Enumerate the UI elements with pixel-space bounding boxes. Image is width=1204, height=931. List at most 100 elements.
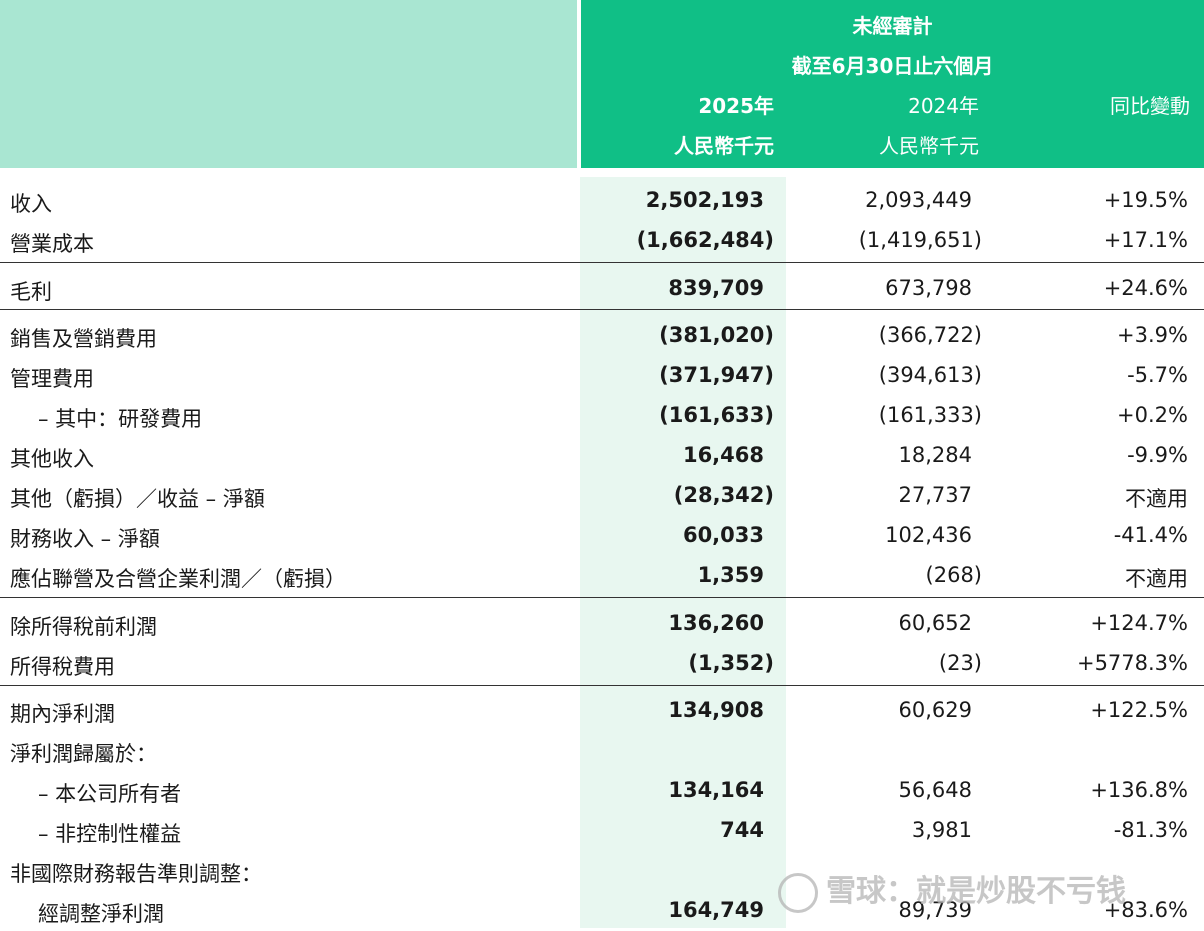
value-2024: (394,613)	[878, 363, 982, 387]
value-2025: 60,033	[682, 523, 764, 547]
value-2025: (381,020)	[659, 323, 774, 347]
value-2025: 839,709	[668, 276, 764, 300]
row-label: 期內淨利潤	[10, 702, 115, 726]
watermark: 雪球：就是炒股不亏钱	[778, 866, 1126, 913]
header-2024-year: 2024年	[908, 94, 979, 118]
value-2024: 2,093,449	[865, 188, 972, 212]
table-row: 管理費用 (371,947) (394,613) -5.7%	[0, 356, 1204, 396]
row-label: 營業成本	[10, 232, 94, 256]
header-right-panel: 未經審計 截至6月30日止六個月 2025年 人民幣千元 2024年 人民幣千元…	[581, 0, 1204, 168]
divider	[0, 262, 1204, 263]
value-yoy-change: +24.6%	[1103, 276, 1188, 300]
value-yoy-change: -81.3%	[1113, 818, 1188, 842]
header-2025-unit: 人民幣千元	[674, 134, 774, 158]
row-label: 經調整淨利潤	[38, 902, 164, 926]
value-2025: 134,908	[668, 698, 764, 722]
table-row: 非國際財務報告準則調整：	[0, 851, 1204, 891]
table-row: 除所得稅前利潤 136,260 60,652 +124.7%	[0, 604, 1204, 644]
row-label: 財務收入 – 淨額	[10, 527, 160, 551]
value-yoy-change: 不適用	[1125, 487, 1188, 511]
value-2025: 136,260	[668, 611, 764, 635]
value-2024: 673,798	[885, 276, 972, 300]
value-yoy-change: +19.5%	[1103, 188, 1188, 212]
value-2025: (28,342)	[673, 483, 774, 507]
row-label: 其他（虧損）／收益 – 淨額	[10, 487, 265, 511]
table-row: 銷售及營銷費用 (381,020) (366,722) +3.9%	[0, 316, 1204, 356]
divider	[0, 597, 1204, 598]
header-left-panel	[0, 0, 577, 168]
value-2024: 89,739	[898, 898, 972, 922]
value-yoy-change: +5778.3%	[1076, 651, 1188, 675]
table-row: 淨利潤歸屬於：	[0, 731, 1204, 771]
header-2024-unit: 人民幣千元	[879, 134, 979, 158]
table-row: 其他收入 16,468 18,284 -9.9%	[0, 436, 1204, 476]
row-label: 其他收入	[10, 447, 94, 471]
row-label: 管理費用	[10, 367, 94, 391]
current-year-column-band	[580, 177, 786, 928]
table-row: 應佔聯營及合營企業利潤／（虧損） 1,359 (268) 不適用	[0, 556, 1204, 596]
table-row: 財務收入 – 淨額 60,033 102,436 -41.4%	[0, 516, 1204, 556]
value-yoy-change: -5.7%	[1127, 363, 1188, 387]
value-2024: 27,737	[898, 483, 972, 507]
table-row: – 本公司所有者 134,164 56,648 +136.8%	[0, 771, 1204, 811]
divider	[0, 685, 1204, 686]
value-yoy-change: -9.9%	[1127, 443, 1188, 467]
value-yoy-change: +3.9%	[1117, 323, 1188, 347]
value-yoy-change: -41.4%	[1113, 523, 1188, 547]
value-2024: (23)	[938, 651, 982, 675]
value-2025: (371,947)	[659, 363, 774, 387]
value-2024: (268)	[925, 563, 982, 587]
value-2025: 744	[720, 818, 764, 842]
divider	[0, 309, 1204, 310]
value-2024: 18,284	[898, 443, 972, 467]
table-row: 經調整淨利潤 164,749 89,739 +83.6%	[0, 891, 1204, 931]
value-2024: (366,722)	[878, 323, 982, 347]
table-row: 其他（虧損）／收益 – 淨額 (28,342) 27,737 不適用	[0, 476, 1204, 516]
row-label: 收入	[10, 192, 52, 216]
row-label: 非國際財務報告準則調整：	[10, 862, 262, 886]
table-row: 收入 2,502,193 2,093,449 +19.5%	[0, 181, 1204, 221]
row-label: 淨利潤歸屬於：	[10, 742, 157, 766]
row-label: 毛利	[10, 280, 52, 304]
value-2025: 1,359	[697, 563, 764, 587]
table-row: 營業成本 (1,662,484) (1,419,651) +17.1%	[0, 221, 1204, 261]
value-2025: (161,633)	[659, 403, 774, 427]
row-label: – 其中：研發費用	[38, 407, 203, 431]
value-yoy-change: 不適用	[1125, 567, 1188, 591]
table-row: – 其中：研發費用 (161,633) (161,333) +0.2%	[0, 396, 1204, 436]
row-label: 銷售及營銷費用	[10, 327, 157, 351]
value-2024: 3,981	[911, 818, 972, 842]
value-2024: (1,419,651)	[858, 228, 982, 252]
value-2025: 2,502,193	[645, 188, 764, 212]
table-row: 期內淨利潤 134,908 60,629 +122.5%	[0, 691, 1204, 731]
value-2025: (1,352)	[688, 651, 774, 675]
row-label: 除所得稅前利潤	[10, 615, 157, 639]
value-2025: 16,468	[682, 443, 764, 467]
table-row: 毛利 839,709 673,798 +24.6%	[0, 269, 1204, 309]
watermark-text: 雪球：就是炒股不亏钱	[826, 874, 1126, 909]
header-2025-year: 2025年	[698, 94, 774, 118]
value-yoy-change: +0.2%	[1117, 403, 1188, 427]
row-label: – 本公司所有者	[38, 782, 182, 806]
value-yoy-change: +136.8%	[1090, 778, 1188, 802]
table-row: 所得稅費用 (1,352) (23) +5778.3%	[0, 644, 1204, 684]
row-label: 應佔聯營及合營企業利潤／（虧損）	[10, 567, 346, 591]
value-2025: 134,164	[668, 778, 764, 802]
value-yoy-change: +17.1%	[1103, 228, 1188, 252]
value-2024: 60,652	[898, 611, 972, 635]
header-unaudited: 未經審計	[852, 14, 933, 38]
row-label: – 非控制性權益	[38, 822, 182, 846]
value-2024: 102,436	[885, 523, 972, 547]
table-row: – 非控制性權益 744 3,981 -81.3%	[0, 811, 1204, 851]
value-yoy-change: +122.5%	[1090, 698, 1188, 722]
value-2024: (161,333)	[878, 403, 982, 427]
value-2024: 56,648	[898, 778, 972, 802]
value-2025: 164,749	[668, 898, 764, 922]
header-period: 截至6月30日止六個月	[791, 54, 994, 78]
value-2025: (1,662,484)	[636, 228, 774, 252]
value-yoy-change: +83.6%	[1103, 898, 1188, 922]
header-yoy: 同比變動	[1110, 94, 1190, 118]
row-label: 所得稅費用	[10, 655, 115, 679]
snowball-logo-icon	[778, 872, 818, 913]
value-yoy-change: +124.7%	[1090, 611, 1188, 635]
